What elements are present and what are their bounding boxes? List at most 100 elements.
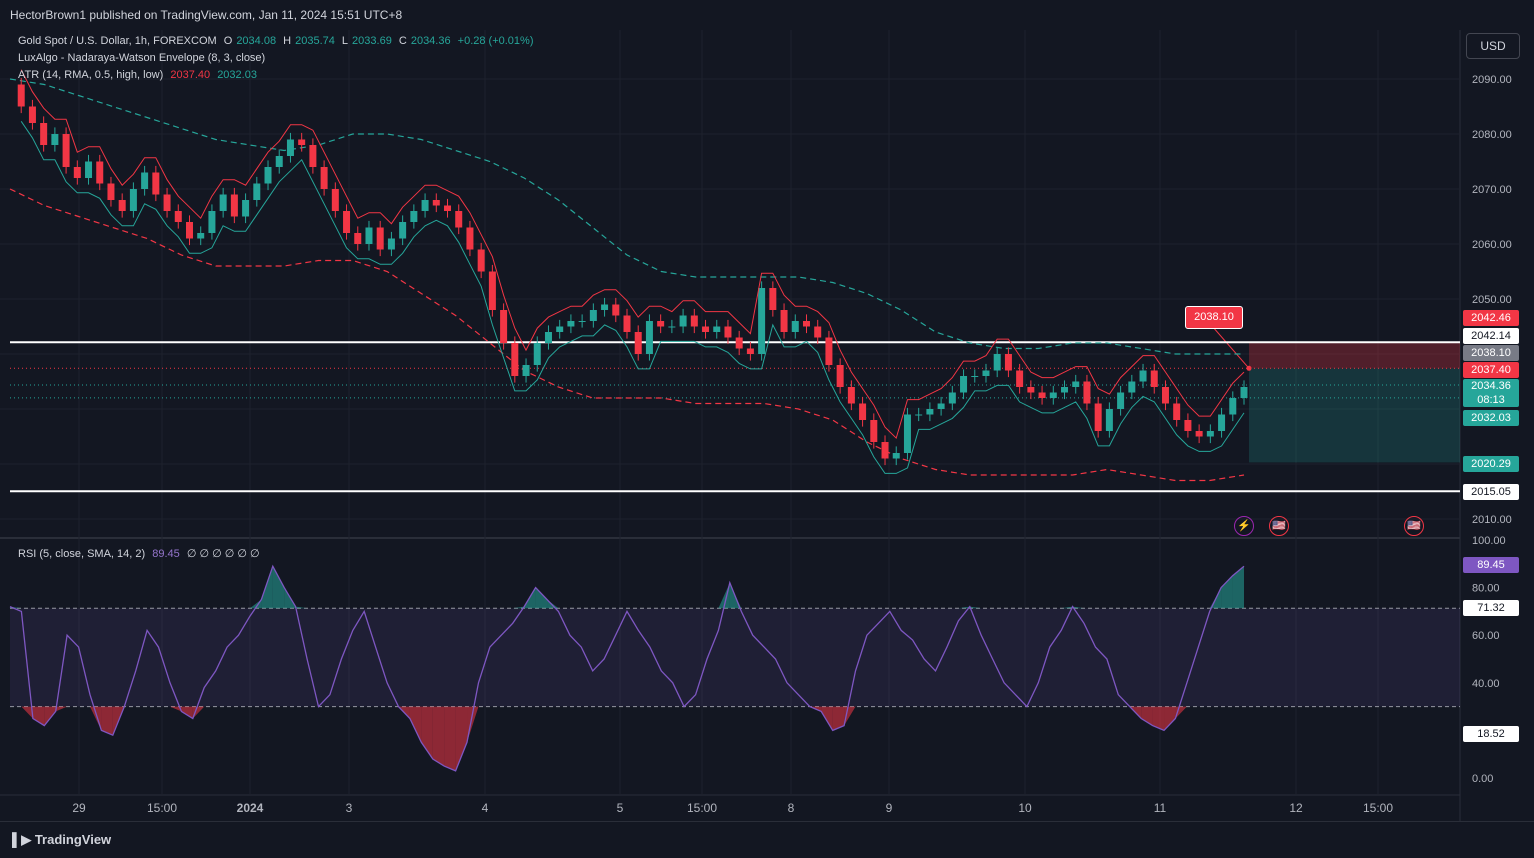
rsi-oversold-fill xyxy=(32,706,45,726)
us-flag-event-icon[interactable]: 🇺🇸 xyxy=(1269,516,1289,536)
candle-body xyxy=(769,288,777,310)
candle-body xyxy=(477,249,485,272)
time-tick-label: 9 xyxy=(886,801,893,815)
candle-body xyxy=(17,84,25,107)
legend-atr-high: 2037.40 xyxy=(170,69,211,81)
atr-upper-band xyxy=(20,69,1245,440)
candle-body xyxy=(466,227,474,250)
flash-event-icon[interactable]: ⚡ xyxy=(1234,516,1254,536)
rsi-overbought-fill xyxy=(969,606,982,609)
candle-body xyxy=(937,403,945,409)
candle-body xyxy=(1117,392,1125,409)
rsi-oversold-fill xyxy=(169,706,182,712)
rsi-overbought-fill xyxy=(295,606,308,609)
grid xyxy=(0,30,1461,821)
candle-body xyxy=(185,222,193,239)
candle-body xyxy=(141,172,149,189)
currency-button[interactable]: USD xyxy=(1466,33,1520,59)
candle-body xyxy=(253,183,261,200)
candle-body xyxy=(298,139,306,145)
candle-body xyxy=(1218,414,1226,431)
rsi-oversold-fill xyxy=(21,706,33,719)
candle-body xyxy=(264,167,272,184)
footer: ▌▶ TradingView xyxy=(0,821,1534,858)
candle-body xyxy=(242,200,250,217)
candle-body xyxy=(320,167,328,189)
candle-body xyxy=(455,211,463,228)
rsi-oversold-fill xyxy=(1141,706,1153,726)
rsi-oversold-fill xyxy=(444,706,456,771)
candle-body xyxy=(118,200,126,211)
rsi-line xyxy=(9,564,1245,772)
candle-body xyxy=(758,288,766,354)
candle-body xyxy=(814,326,822,338)
price-tag-2020-29: 2020.29 xyxy=(1463,456,1519,472)
rsi-overbought-fill xyxy=(272,566,285,609)
price-tag-2042-14: 2042.14 xyxy=(1463,328,1519,344)
atr-lower-band xyxy=(20,121,1245,474)
us-flag-event-icon-2[interactable]: 🇺🇸 xyxy=(1404,516,1424,536)
price-tick-label: 2070.00 xyxy=(1472,184,1512,196)
rsi-oversold-fill xyxy=(409,706,422,743)
rsi-overbought-fill xyxy=(1221,575,1233,609)
candle-body xyxy=(1139,370,1147,382)
candle-body xyxy=(163,194,171,211)
rsi-oversold-fill xyxy=(832,706,845,731)
callout-pointer xyxy=(1211,325,1250,369)
rsi-overbought-fill xyxy=(958,606,970,609)
rsi-tag-18-52: 18.52 xyxy=(1463,726,1519,742)
candle-body xyxy=(129,189,137,211)
time-tick-label: 12 xyxy=(1289,801,1303,815)
candle-body xyxy=(410,211,418,222)
time-tick-label: 10 xyxy=(1018,801,1032,815)
legend-o-label: O xyxy=(223,35,233,47)
candle-body xyxy=(623,315,631,332)
candle-body xyxy=(668,326,676,328)
candle-body xyxy=(657,321,665,327)
candle-body xyxy=(679,315,687,327)
candle-body xyxy=(544,332,552,343)
candle-body xyxy=(735,337,743,349)
candle-body xyxy=(533,343,541,365)
candle-body xyxy=(28,106,36,123)
legend-high: 2035.74 xyxy=(295,35,335,47)
time-tick-label: 5 xyxy=(617,801,624,815)
price-callout[interactable]: 2038.10 xyxy=(1185,306,1243,329)
rsi-tick-label: 60.00 xyxy=(1472,630,1500,642)
rsi-oversold-fill xyxy=(89,706,102,731)
legend-close: 2034.36 xyxy=(410,35,451,47)
time-tick-label: 4 xyxy=(482,801,489,815)
candle-body xyxy=(432,200,440,206)
tradingview-logo[interactable]: ▌▶ TradingView xyxy=(12,832,112,847)
candle-body xyxy=(354,233,362,244)
candle-body xyxy=(421,200,429,211)
candle-body xyxy=(152,172,160,195)
legend-atr-low: 2032.03 xyxy=(217,69,257,81)
rsi-oversold-fill xyxy=(1164,706,1176,731)
candle-body xyxy=(612,304,620,316)
candle-body xyxy=(73,167,81,178)
candle-body xyxy=(1027,387,1035,393)
candle-body xyxy=(578,321,586,322)
rsi-overbought-fill xyxy=(512,606,525,609)
candle-body xyxy=(993,354,1001,371)
axes: 2090.00 2080.00 2070.00 2060.00 2050.00 2010.… xyxy=(72,74,1511,815)
rsi-band-fill xyxy=(10,608,1460,707)
rsi-overbought-fill xyxy=(1232,566,1244,609)
candle-body xyxy=(1195,431,1203,437)
candle-body xyxy=(1173,403,1181,420)
time-tick-label: 8 xyxy=(788,801,795,815)
candle-body xyxy=(1184,420,1192,431)
candle-body xyxy=(847,387,855,404)
rsi-tick-label: 0.00 xyxy=(1472,773,1493,785)
envelope xyxy=(9,78,1245,482)
candle-body xyxy=(444,205,452,211)
horizontal-lines xyxy=(10,341,1460,493)
candle-body xyxy=(960,376,968,393)
rsi-overbought-fill xyxy=(1072,606,1085,609)
candle-body xyxy=(881,442,889,459)
candle-body xyxy=(85,161,93,178)
candle-body xyxy=(780,310,788,332)
rsi-overbought-fill xyxy=(249,599,262,609)
